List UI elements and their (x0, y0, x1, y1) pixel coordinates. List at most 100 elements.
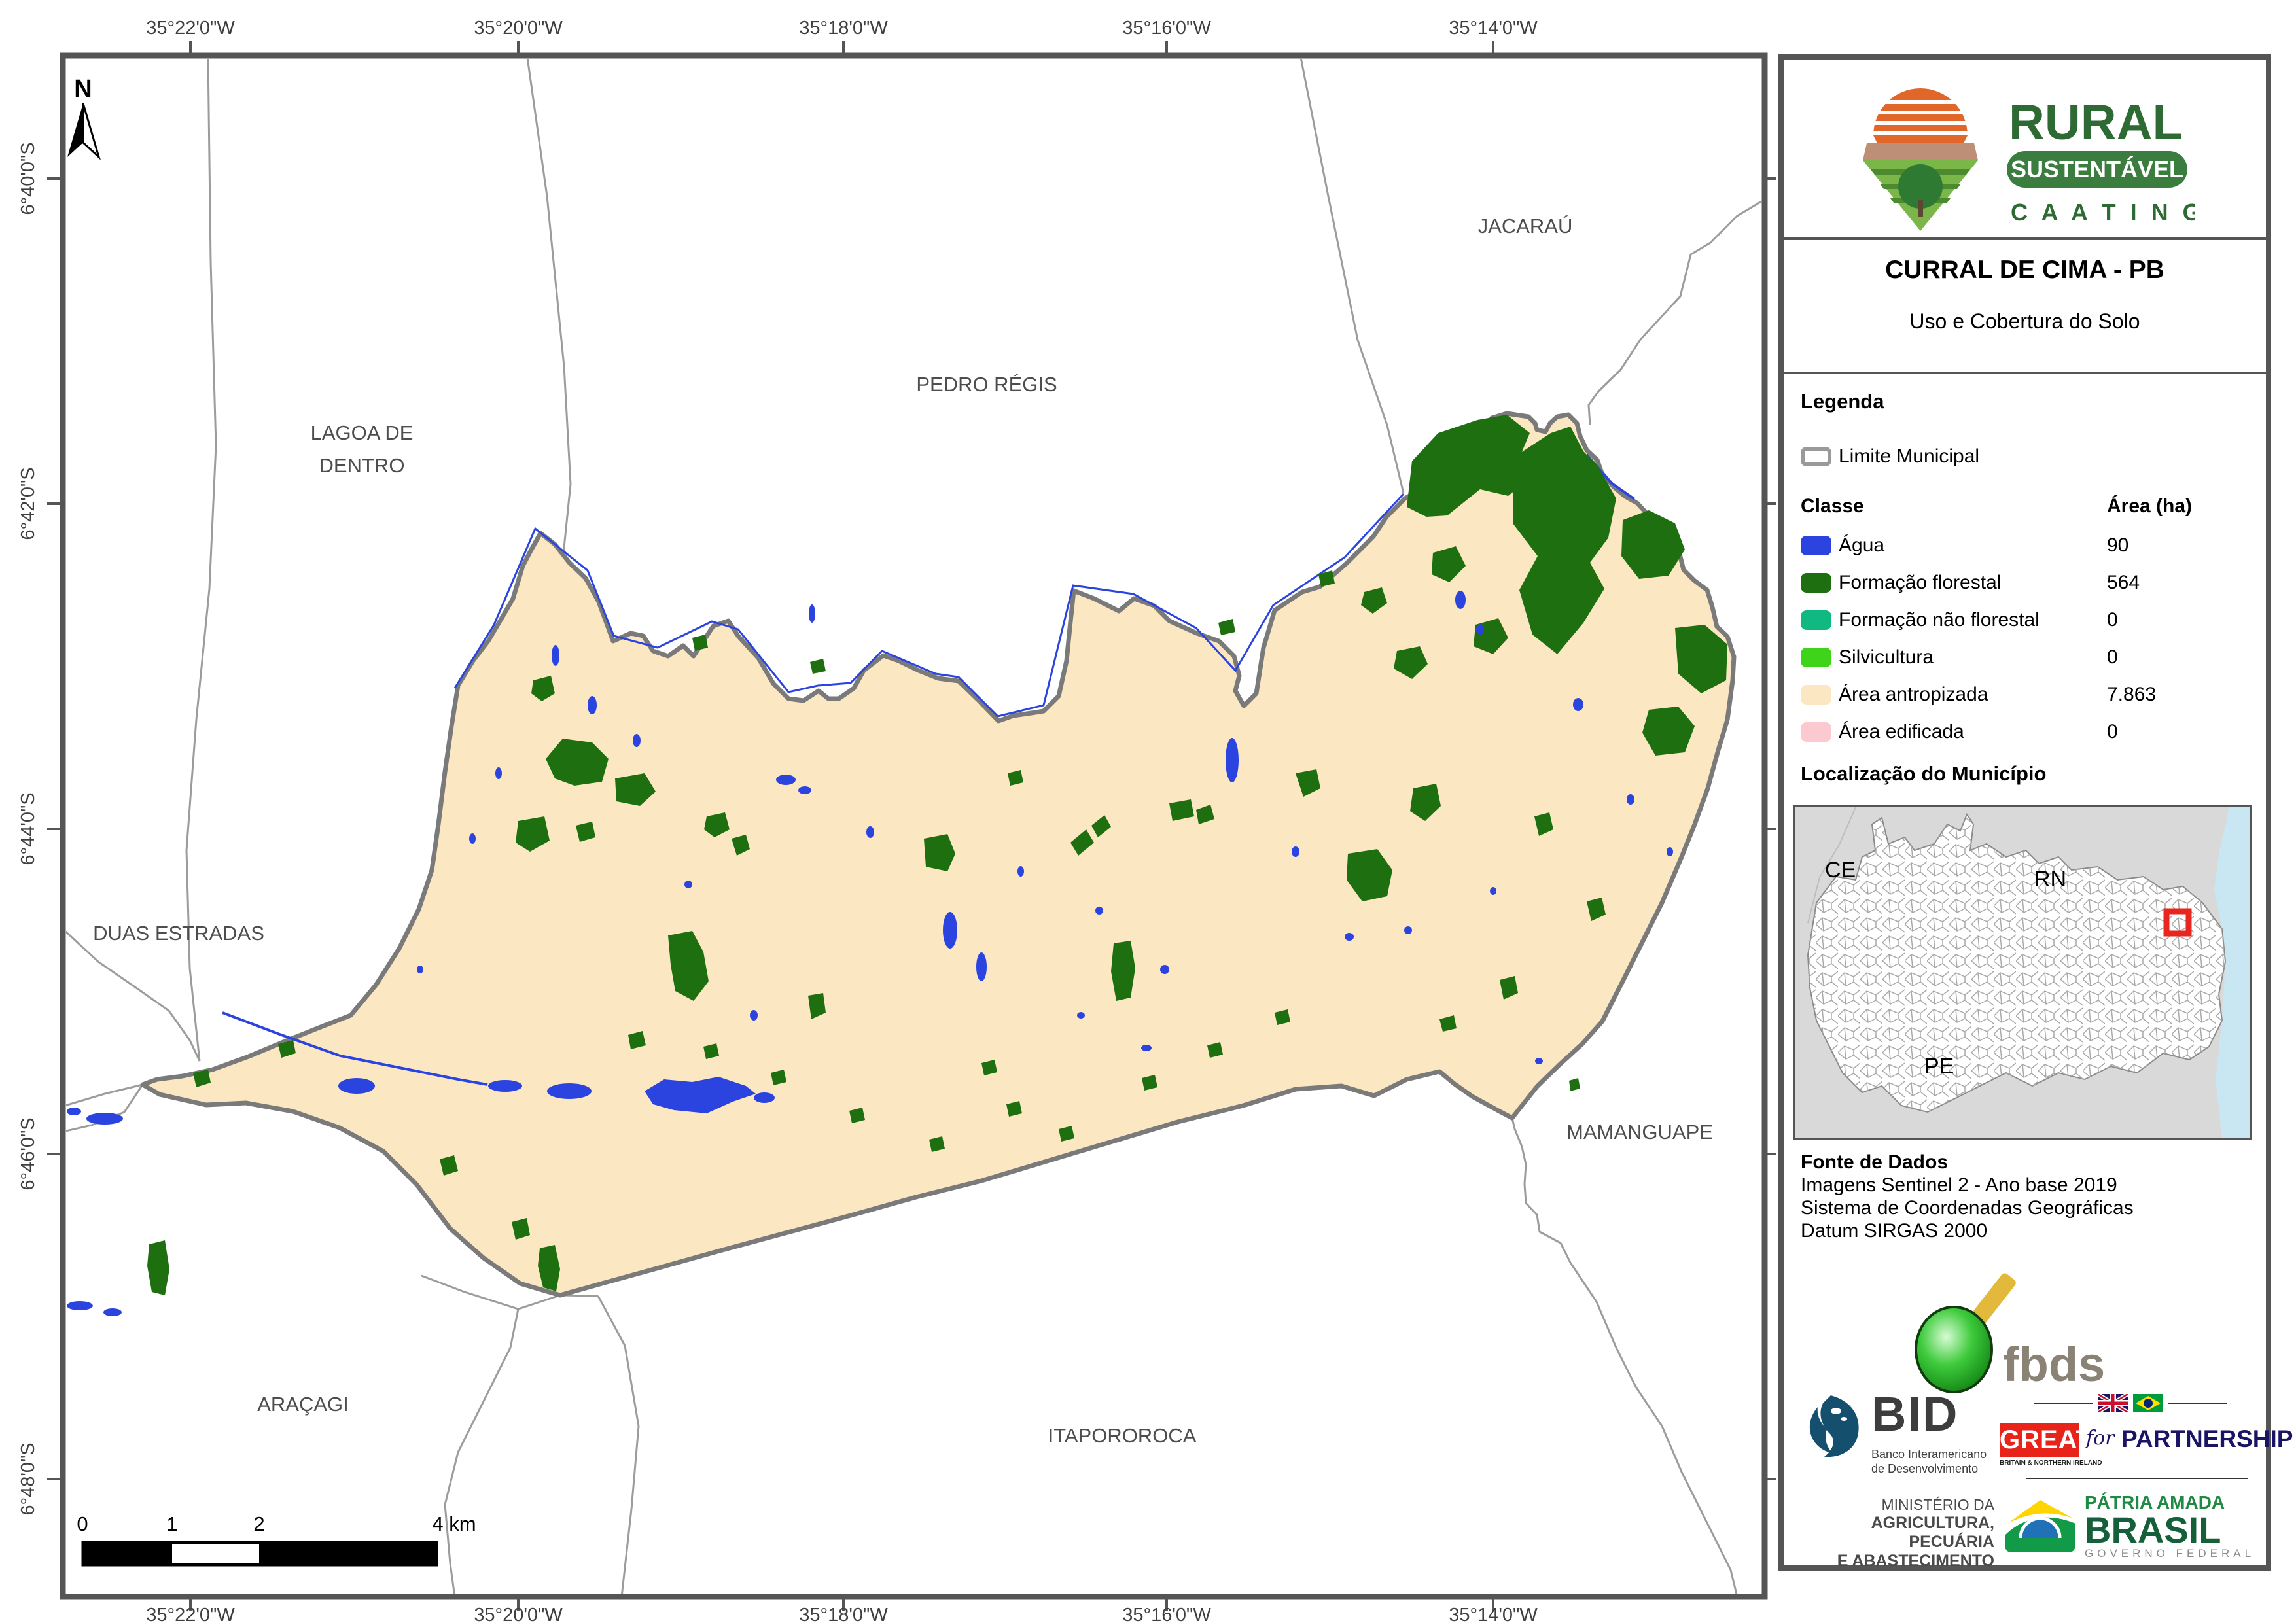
axis-top: 35°22'0"W 35°20'0"W 35°18'0"W 35°16'0"W … (146, 18, 1538, 56)
axis-bottom-tick-0: 35°22'0"W (146, 1605, 235, 1623)
label-jacarau: JACARAÚ (1478, 215, 1573, 237)
bid-logo: BID Banco Interamericano de Desenvolvime… (1798, 1387, 1994, 1492)
bid-line-1: Banco Interamericano (1871, 1448, 1987, 1461)
panel-divider-2 (1784, 372, 2266, 374)
fonte-line-1: Imagens Sentinel 2 - Ano base 2019 (1801, 1174, 2117, 1196)
legend-heading: Legenda (1801, 390, 1884, 413)
great-for: for (2086, 1427, 2115, 1450)
florestal-swatch (1801, 573, 1831, 593)
axis-top-tick-2: 35°18'0"W (799, 18, 888, 39)
rule-left (2034, 1403, 2093, 1404)
page-title: CURRAL DE CIMA - PB (1885, 256, 2164, 284)
legend-row-silvicultura: Silvicultura 0 (1801, 645, 2259, 674)
scale-0: 0 (77, 1512, 88, 1535)
nao-florestal-value: 0 (2107, 609, 2118, 631)
label-aracagi: ARAÇAGI (257, 1393, 349, 1416)
edificada-value: 0 (2107, 721, 2118, 742)
area-header: Área (ha) (2107, 495, 2193, 517)
gov-line-3: GOVERNO FEDERAL (2085, 1547, 2255, 1560)
forest-patches (147, 415, 1727, 1295)
north-arrow-label: N (74, 75, 92, 103)
axis-bottom-tick-1: 35°20'0"W (474, 1605, 563, 1623)
legend-row-agua: Água 90 (1801, 533, 2259, 562)
ministry-logo: MINISTÉRIO DA AGRICULTURA, PECUÁRIA E AB… (1798, 1496, 1994, 1571)
legend-row-nao-florestal: Formação não florestal 0 (1801, 608, 2259, 637)
locator-label-pe: PE (1924, 1054, 1954, 1079)
label-lagoa-1: LAGOA DE (311, 421, 414, 444)
antropizada-value: 7.863 (2107, 684, 2157, 705)
axis-bottom-tick-3: 35°16'0"W (1122, 1605, 1211, 1623)
fonte-line-2: Sistema de Coordenadas Geográficas (1801, 1197, 2134, 1219)
water-patches (67, 591, 1673, 1316)
gov-texts: PÁTRIA AMADA BRASIL GOVERNO FEDERAL (2085, 1492, 2255, 1560)
label-lagoa-2: DENTRO (319, 454, 405, 477)
scale-1: 1 (166, 1512, 177, 1535)
silvicultura-swatch (1801, 648, 1831, 667)
neighbor-labels: JACARAÚ PEDRO RÉGIS LAGOA DE DENTRO DUAS… (93, 215, 1713, 1447)
bid-line-2: de Desenvolvimento (1871, 1462, 1979, 1475)
great-subtext: BRITAIN & NORTHERN IRELAND (2000, 1459, 2102, 1467)
bid-acronym: BID (1871, 1387, 1959, 1441)
label-duas-estradas: DUAS ESTRADAS (93, 922, 264, 945)
antropizada-label: Área antropizada (1839, 684, 1988, 705)
label-itapororoca: ITAPOROROCA (1048, 1424, 1197, 1447)
brasil-gov-logo: PÁTRIA AMADA BRASIL GOVERNO FEDERAL (2005, 1490, 2267, 1568)
great-partnership-word: PARTNERSHIP (2121, 1425, 2293, 1452)
agua-label: Água (1839, 534, 1885, 556)
ministry-line-1: MINISTÉRIO DA (1881, 1496, 1994, 1513)
legend-row-antropizada: Área antropizada 7.863 (1801, 682, 2259, 711)
nao-florestal-label: Formação não florestal (1839, 609, 2040, 631)
legend-table-header: Classe Área (ha) (1801, 494, 2259, 523)
axis-top-tick-4: 35°14'0"W (1449, 18, 1538, 39)
logo-word-sustentavel: SUSTENTÁVEL (2010, 156, 2183, 183)
legend-limite-row: Limite Municipal (1801, 444, 2259, 473)
silvicultura-value: 0 (2107, 646, 2118, 668)
edificada-label: Área edificada (1839, 721, 1964, 742)
fbds-ball-icon (1915, 1306, 1993, 1393)
axis-top-tick-0: 35°22'0"W (146, 18, 235, 39)
flag-row (2000, 1394, 2261, 1412)
axis-left-tick-2: 6°44'0"S (18, 792, 39, 865)
logo-word-caatinga: C A A T I N G A (2011, 199, 2195, 226)
nao-florestal-swatch (1801, 610, 1831, 630)
locator-label-rn: RN (2034, 867, 2066, 892)
rural-sustentavel-logo: RURAL SUSTENTÁVEL C A A T I N G A (1862, 88, 2195, 231)
program-logo: RURAL SUSTENTÁVEL C A A T I N G A (1784, 82, 2266, 236)
data-source-block: Fonte de Dados Imagens Sentinel 2 - Ano … (1801, 1151, 2259, 1242)
axis-left-tick-4: 6°48'0"S (18, 1442, 39, 1515)
label-mamanguape: MAMANGUAPE (1566, 1121, 1713, 1143)
neighbor-boundaries (66, 59, 1762, 1594)
info-panel: RURAL SUSTENTÁVEL C A A T I N G A CURRAL… (1778, 54, 2293, 1571)
gov-line-2: BRASIL (2085, 1509, 2221, 1550)
great-word: GREAT (2000, 1423, 2092, 1457)
scale-bar: 0 1 2 4 km (77, 1512, 476, 1567)
axis-left-tick-3: 6°46'0"S (18, 1117, 39, 1190)
axis-top-tick-1: 35°20'0"W (474, 18, 563, 39)
locator-heading: Localização do Município (1801, 762, 2047, 785)
axis-bottom-tick-2: 35°18'0"W (799, 1605, 888, 1623)
rule-right (2168, 1403, 2227, 1404)
brasil-flag-logo-icon (2005, 1490, 2075, 1552)
scale-2: 2 (253, 1512, 264, 1535)
locator-pb-state (1807, 812, 2227, 1113)
logo-word-rural: RURAL (2009, 95, 2183, 150)
ministry-line-2: AGRICULTURA, PECUÁRIA (1871, 1514, 1994, 1551)
fonte-heading: Fonte de Dados (1801, 1151, 1949, 1173)
north-arrow: N (67, 75, 101, 160)
florestal-label: Formação florestal (1839, 572, 2002, 593)
fbds-wordmark: fbds (2003, 1337, 2105, 1391)
florestal-value: 564 (2107, 572, 2140, 593)
antropizada-swatch (1801, 685, 1831, 705)
silvicultura-label: Silvicultura (1839, 646, 1934, 668)
edificada-swatch (1801, 722, 1831, 742)
locator-map: CE RN PE (1793, 805, 2252, 1140)
locator-highlight-square (2163, 908, 2192, 937)
great-partnership-logo: GREAT BRITAIN & NORTHERN IRELAND for PAR… (2000, 1394, 2293, 1492)
limite-label: Limite Municipal (1839, 445, 1980, 467)
great-bottom-rule (2026, 1478, 2248, 1479)
bid-icon (1809, 1395, 1859, 1457)
ministry-line-3: E ABASTECIMENTO (1837, 1552, 1994, 1570)
axis-bottom: 35°22'0"W 35°20'0"W 35°18'0"W 35°16'0"W … (146, 1597, 1538, 1623)
axis-left: 6°40'0"S 6°42'0"S 6°44'0"S 6°46'0"S 6°48… (18, 142, 1776, 1516)
